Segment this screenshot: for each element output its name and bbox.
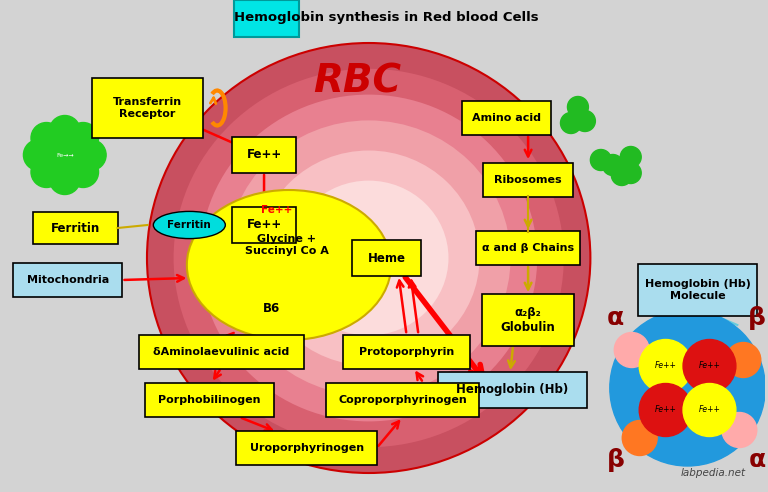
Circle shape [49, 163, 80, 194]
Circle shape [611, 164, 632, 185]
Ellipse shape [154, 212, 225, 239]
Circle shape [614, 333, 649, 368]
Text: Fe++: Fe++ [699, 362, 720, 370]
Circle shape [31, 156, 62, 187]
FancyBboxPatch shape [343, 335, 470, 369]
Circle shape [43, 133, 87, 177]
Text: Hemoglobin (Hb)
Molecule: Hemoglobin (Hb) Molecule [644, 279, 750, 301]
Text: Transferrin
Receptor: Transferrin Receptor [113, 97, 182, 119]
Text: δAminolaevulinic acid: δAminolaevulinic acid [153, 347, 290, 357]
FancyBboxPatch shape [482, 294, 574, 346]
Circle shape [622, 421, 657, 456]
FancyBboxPatch shape [234, 0, 299, 37]
Text: Mitochondria: Mitochondria [27, 275, 109, 285]
Circle shape [75, 140, 106, 171]
Text: labpedia.net: labpedia.net [680, 468, 745, 478]
FancyBboxPatch shape [638, 264, 757, 316]
Text: α and β Chains: α and β Chains [482, 243, 574, 253]
Text: Uroporphyrinogen: Uroporphyrinogen [250, 443, 364, 453]
Text: β: β [607, 448, 624, 472]
Text: α: α [607, 306, 624, 330]
Ellipse shape [174, 69, 564, 447]
FancyBboxPatch shape [326, 383, 479, 417]
Circle shape [568, 96, 588, 118]
Text: Hemoglobin (Hb): Hemoglobin (Hb) [456, 383, 568, 397]
Circle shape [68, 156, 98, 187]
Circle shape [722, 412, 756, 448]
Circle shape [683, 383, 736, 436]
Text: Coproporphyrinogen: Coproporphyrinogen [338, 395, 467, 405]
Ellipse shape [289, 181, 449, 336]
Text: Ribosomes: Ribosomes [495, 175, 562, 185]
Circle shape [621, 147, 641, 167]
Text: Ferritin: Ferritin [167, 220, 211, 230]
Text: Ferritin: Ferritin [51, 221, 101, 235]
Circle shape [47, 131, 73, 157]
FancyBboxPatch shape [476, 231, 580, 265]
Circle shape [621, 162, 641, 184]
Circle shape [561, 113, 581, 133]
Text: Fe++: Fe++ [261, 205, 293, 215]
Text: Fe++: Fe++ [654, 362, 677, 370]
Circle shape [574, 111, 595, 131]
Circle shape [591, 150, 611, 171]
Text: Fe++: Fe++ [247, 218, 282, 232]
Text: Fe++: Fe++ [247, 149, 282, 161]
FancyBboxPatch shape [13, 263, 122, 297]
FancyBboxPatch shape [33, 212, 118, 244]
Text: Glycine +
Succinyl Co A: Glycine + Succinyl Co A [245, 234, 329, 256]
FancyBboxPatch shape [233, 137, 296, 173]
Text: α: α [749, 448, 766, 472]
Circle shape [64, 137, 90, 163]
Ellipse shape [258, 151, 479, 366]
FancyBboxPatch shape [92, 78, 203, 138]
Text: B6: B6 [263, 302, 280, 314]
Text: Fe++: Fe++ [654, 405, 677, 414]
FancyBboxPatch shape [237, 430, 377, 465]
FancyBboxPatch shape [352, 240, 422, 276]
Ellipse shape [227, 121, 511, 396]
Circle shape [68, 123, 98, 154]
Circle shape [23, 140, 55, 171]
Text: Porphobilinogen: Porphobilinogen [158, 395, 260, 405]
FancyBboxPatch shape [484, 163, 573, 197]
Circle shape [726, 342, 761, 377]
Text: Protoporphyrin: Protoporphyrin [359, 347, 454, 357]
Text: Heme: Heme [368, 251, 406, 265]
Text: RBC: RBC [313, 63, 401, 101]
Circle shape [31, 123, 62, 154]
Text: β: β [748, 306, 766, 330]
FancyBboxPatch shape [462, 101, 551, 135]
Text: Fe++: Fe++ [699, 405, 720, 414]
FancyBboxPatch shape [233, 207, 296, 243]
Circle shape [610, 310, 765, 466]
Text: α₂β₂
Globulin: α₂β₂ Globulin [501, 306, 555, 334]
Text: Amino acid: Amino acid [472, 113, 541, 123]
Text: Hemoglobin synthesis in Red blood Cells: Hemoglobin synthesis in Red blood Cells [234, 11, 539, 25]
Ellipse shape [187, 190, 391, 340]
Ellipse shape [147, 43, 591, 473]
Circle shape [57, 153, 83, 179]
Circle shape [639, 339, 692, 393]
Circle shape [49, 116, 80, 147]
Circle shape [683, 339, 736, 393]
FancyBboxPatch shape [438, 372, 587, 408]
FancyBboxPatch shape [139, 335, 303, 369]
Circle shape [639, 383, 692, 436]
Ellipse shape [200, 94, 537, 422]
Text: Fe→→: Fe→→ [56, 153, 74, 157]
Circle shape [602, 154, 624, 176]
FancyBboxPatch shape [144, 383, 274, 417]
Circle shape [40, 147, 66, 173]
